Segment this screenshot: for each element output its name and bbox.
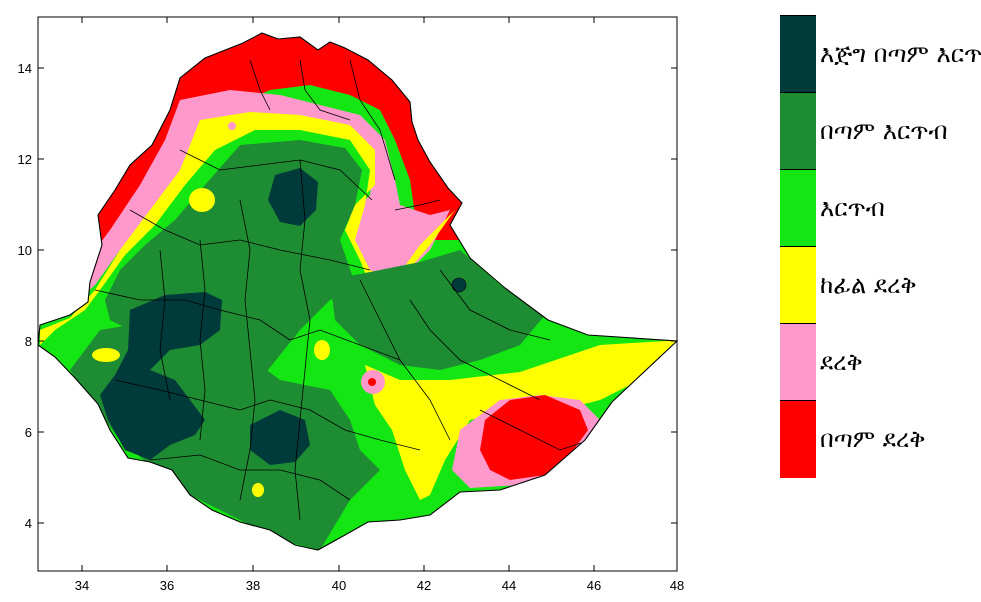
zone-extremely-moist-south [250,410,310,465]
zone-semi-dry-cell-3 [92,348,120,362]
zone-very-dry-southeast [480,395,588,480]
x-tick-label: 44 [502,578,516,593]
zone-dry-cell-2 [228,122,236,130]
legend-item-very-dry: በጣም ደረቅ [780,400,980,478]
legend-label: ከፊል ደረቅ [820,271,917,299]
admin-boundaries [94,59,591,521]
x-tick-label: 38 [246,578,260,593]
zone-very-dry-cell-1 [368,378,376,386]
legend-item-dry: ደረቅ [780,323,980,401]
zone-extremely-moist-east [451,277,467,293]
zone-semi-dry-cell-2 [314,340,330,360]
zone-extremely-moist-west [100,292,222,460]
legend-label: ደረቅ [820,348,863,376]
legend-label: እጅግ በጣም እርጥብ [820,40,981,68]
plot-frame [37,16,678,572]
x-tick-label: 46 [587,578,601,593]
rainfall-zones [38,33,677,550]
legend-swatch [780,323,816,401]
legend-item-very-moist: በጣም እርጥብ [780,92,980,170]
legend-item-moist: እርጥብ [780,169,980,247]
legend-label: በጣም እርጥብ [820,117,948,145]
legend-label: እርጥብ [820,194,885,222]
y-tick-label: 8 [25,334,32,349]
legend-swatch [780,15,816,93]
legend-item-extremely-moist: እጅግ በጣም እርጥብ [780,15,981,93]
y-tick-label: 12 [18,152,32,167]
x-tick-label: 36 [160,578,174,593]
x-tick-label: 40 [332,578,346,593]
legend-swatch [780,246,816,324]
legend-label: በጣም ደረቅ [820,425,926,453]
rainfall-map: 34 36 38 40 42 44 46 48 14 12 10 8 6 4 [18,16,684,593]
x-tick-label: 34 [75,578,89,593]
axis-ticks [38,17,677,571]
y-tick-label: 4 [25,516,32,531]
legend-swatch [780,92,816,170]
country-outline [37,32,679,551]
legend-swatch [780,169,816,247]
zone-extremely-moist-north [268,168,318,226]
legend-item-semi-dry: ከፊል ደረቅ [780,246,980,324]
x-tick-label: 48 [670,578,684,593]
x-tick-label: 42 [417,578,431,593]
legend-swatch [780,400,816,478]
zone-semi-dry-southeast [365,340,677,500]
zone-semi-dry-cell-4 [252,483,264,497]
zone-semi-dry-cell-1 [189,188,215,212]
y-tick-label: 6 [25,425,32,440]
y-tick-label: 14 [18,61,32,76]
zone-very-moist-east [330,250,545,370]
y-tick-label: 10 [18,243,32,258]
